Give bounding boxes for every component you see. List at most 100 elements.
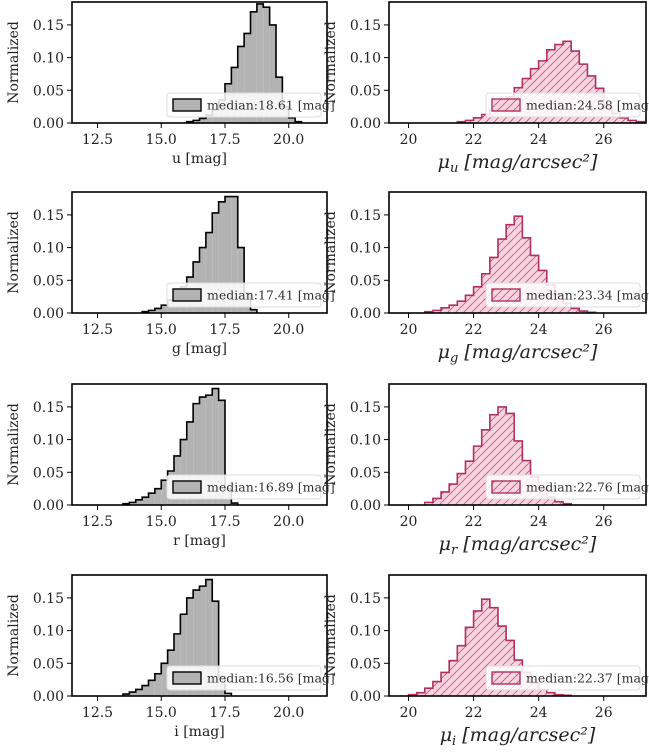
x-tick-label: 17.5 [209, 322, 240, 338]
histogram-bar [546, 49, 555, 124]
y-tick-label: 0.10 [350, 241, 381, 257]
x-tick-label: 20 [400, 322, 418, 338]
histogram-bar [441, 491, 450, 505]
histogram-bar [441, 307, 450, 313]
panel-r-mag: 0.00 0.05 0.10 0.15 12.5 15.0 17.5 20.0 Normaliz… [6, 383, 335, 549]
histogram-bar [489, 607, 498, 696]
axes-frame [71, 383, 328, 506]
histogram-bar [205, 395, 213, 505]
histogram-bar [199, 397, 206, 505]
histogram-bar [154, 488, 162, 505]
y-tick-label: 0.05 [33, 656, 64, 672]
histogram-bar [231, 503, 238, 505]
histogram-bar [205, 579, 213, 696]
histogram-bar [250, 11, 257, 123]
histogram-bar [506, 224, 515, 313]
x-tick-label: 24 [530, 322, 548, 338]
x-tick-label: 20.0 [273, 322, 304, 338]
axes-frame [388, 1, 647, 124]
panel-mu-i: 0.00 0.05 0.10 0.15 20 22 24 26 Normalized μi [ma… [323, 574, 649, 749]
legend: median:22.76 [mag] [485, 474, 649, 500]
histogram-bar [449, 660, 458, 696]
y-axis-label: Normalized [6, 21, 22, 104]
y-axis-label: Normalized [6, 403, 22, 486]
legend-label: median:16.56 [mag] [207, 671, 335, 686]
x-axis-label: μu [mag/arcsec²] [438, 151, 598, 176]
legend-label: median:18.61 [mag] [207, 98, 335, 113]
legend: median:23.34 [mag] [485, 282, 649, 308]
y-tick-label: 0.00 [350, 689, 381, 705]
y-tick-label: 0.05 [350, 83, 381, 99]
panel-mu-u: 0.00 0.05 0.10 0.15 20 22 24 26 Normalized μu [ma… [323, 1, 649, 176]
y-axis-label: Normalized [6, 594, 22, 677]
histogram-bar [212, 601, 219, 696]
legend-box [166, 282, 322, 308]
histogram-bar [161, 305, 168, 313]
y-tick-label: 0.10 [350, 433, 381, 449]
x-axis-label: μg [mag/arcsec²] [438, 341, 598, 366]
y-tick-label: 0.15 [350, 18, 381, 34]
x-tick-label: 20 [400, 132, 418, 148]
histogram-bar [473, 117, 482, 123]
legend-swatch [491, 98, 521, 112]
legend: median:16.89 [mag] [166, 474, 335, 500]
histogram-bar [554, 44, 564, 123]
x-tick-label: 17.5 [209, 514, 240, 530]
histogram-bar [457, 301, 466, 313]
x-tick-label: 26 [595, 322, 613, 338]
histogram-bar [554, 501, 564, 505]
histogram-bar [619, 117, 629, 123]
y-tick-label: 0.10 [350, 624, 381, 640]
legend-box [166, 474, 322, 500]
histogram-bar [497, 239, 507, 313]
histogram-bar [250, 309, 257, 313]
axes-frame [388, 574, 647, 697]
y-tick-label: 0.10 [33, 433, 64, 449]
histogram-bar [465, 295, 474, 313]
legend-box [485, 474, 641, 500]
histogram-bar [497, 406, 507, 505]
histogram-bar [135, 689, 143, 696]
x-axis-label: g [mag] [172, 341, 227, 357]
x-tick-label: 20.0 [273, 132, 304, 148]
y-tick-label: 0.15 [350, 208, 381, 224]
histogram-bar [244, 33, 251, 124]
y-tick-label: 0.10 [33, 51, 64, 67]
y-tick-label: 0.15 [33, 18, 64, 34]
histogram-outline [141, 195, 258, 313]
x-tick-label: 12.5 [82, 514, 113, 530]
histogram-bar [563, 303, 572, 313]
histogram-bar [237, 46, 245, 123]
x-tick-label: 20 [400, 705, 418, 721]
histogram-bar [473, 286, 482, 313]
x-tick-label: 15.0 [146, 322, 177, 338]
histogram-bar [186, 421, 194, 505]
histogram-bar [441, 672, 450, 696]
histogram-bar [449, 484, 458, 505]
x-axis-label: u [mag] [172, 151, 227, 167]
histogram-bar [180, 614, 187, 696]
y-tick-label: 0.00 [350, 116, 381, 132]
histogram-bar [497, 626, 507, 696]
histogram-bar [148, 310, 155, 313]
y-tick-label: 0.00 [33, 498, 64, 514]
y-tick-label: 0.05 [350, 465, 381, 481]
histogram-bar [571, 51, 580, 123]
y-axis-label: Normalized [323, 403, 339, 486]
histogram-bar [506, 413, 515, 505]
histogram-bar [514, 216, 523, 313]
histogram-bar [546, 692, 555, 696]
histogram-bar [148, 680, 155, 696]
histogram-bar [205, 232, 213, 313]
histogram-bar [628, 120, 637, 123]
legend-label: median:22.37 [mag] [526, 671, 649, 686]
x-tick-label: 22 [465, 514, 483, 530]
x-tick-label: 17.5 [209, 132, 240, 148]
x-tick-label: 22 [465, 132, 483, 148]
panel-mu-g: 0.00 0.05 0.10 0.15 20 22 24 26 Normalized μg [ma… [323, 191, 649, 366]
legend-swatch [172, 671, 202, 685]
histogram-bar [432, 310, 442, 313]
legend-label: median:17.41 [mag] [207, 288, 335, 303]
histogram-bar [212, 212, 219, 313]
